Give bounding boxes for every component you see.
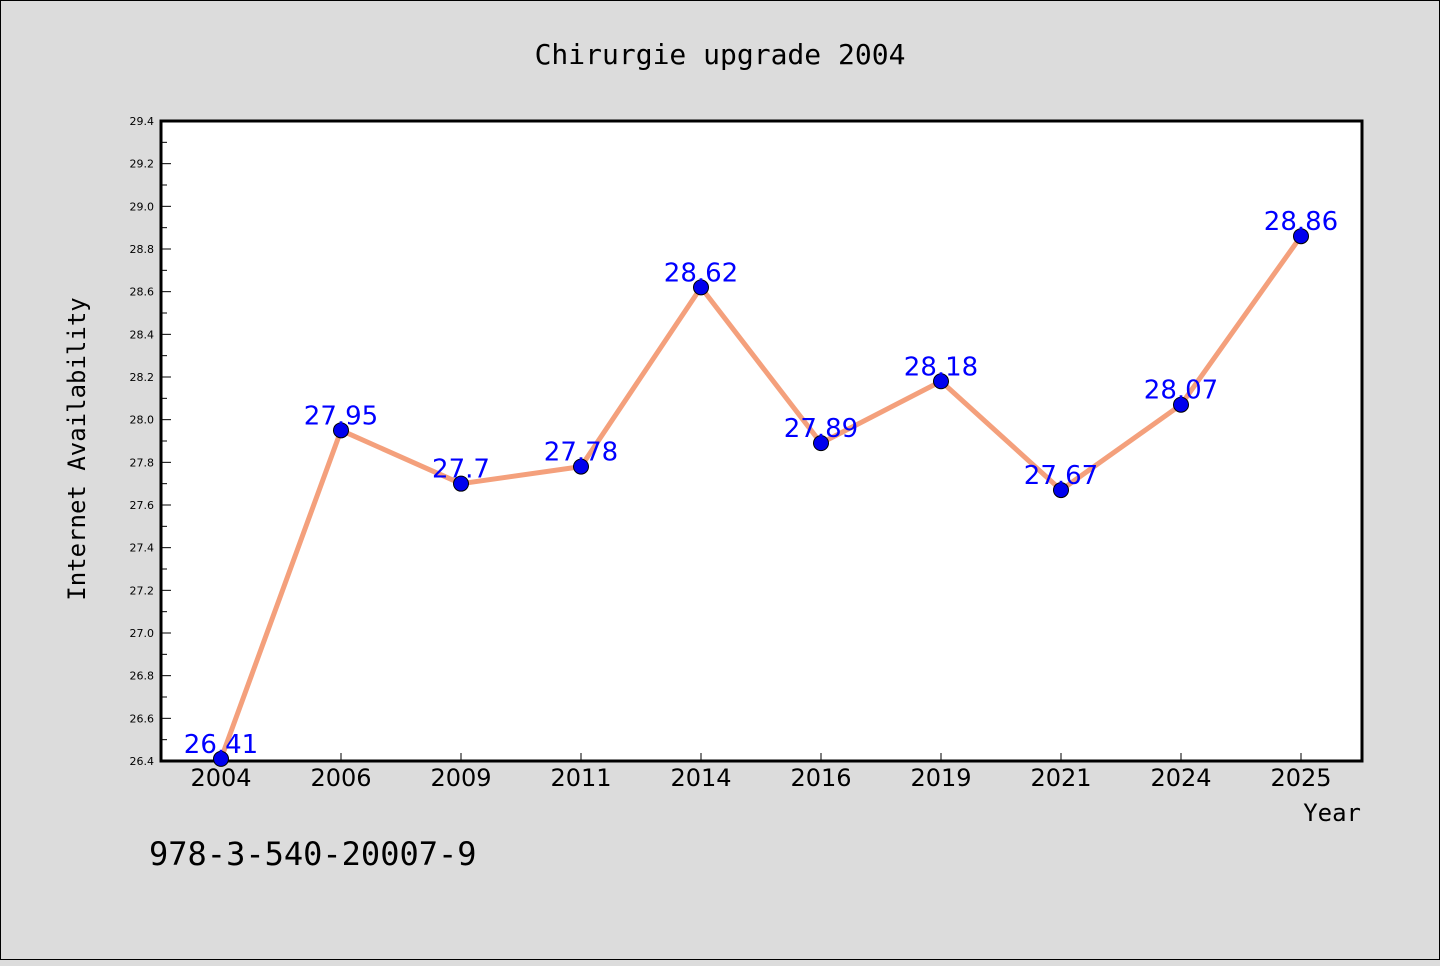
data-point xyxy=(1173,396,1189,413)
y-axis: 26.4 26.6 26.8 27.0 27.2 27.4 27.6 27.8 28.0 28.2… xyxy=(130,115,171,768)
x-tick-label: 2014 xyxy=(670,764,731,792)
series-line xyxy=(218,233,1304,762)
data-point xyxy=(1053,482,1069,499)
y-tick-label: 27.0 xyxy=(130,627,155,640)
y-tick-label: 27.8 xyxy=(130,456,155,469)
y-tick-label: 26.8 xyxy=(130,670,155,683)
data-point xyxy=(813,435,829,452)
y-tick-label: 29.4 xyxy=(130,115,155,128)
y-tick-label: 28.2 xyxy=(130,371,155,384)
x-tick-label: 2021 xyxy=(1030,764,1091,792)
x-axis-title: Year xyxy=(1303,799,1361,827)
data-label: 27.67 xyxy=(1024,461,1098,491)
data-label: 27.7 xyxy=(432,455,490,485)
y-tick-label: 29.0 xyxy=(130,200,155,213)
chart-title: Chirurgie upgrade 2004 xyxy=(535,38,906,71)
x-tick-label: 2004 xyxy=(190,764,251,792)
data-point xyxy=(333,422,349,439)
data-point xyxy=(933,373,949,390)
data-point xyxy=(213,750,229,767)
x-tick-label: 2024 xyxy=(1150,764,1211,792)
data-label: 27.78 xyxy=(544,438,618,468)
y-tick-label: 28.4 xyxy=(130,328,155,341)
y-tick-label: 29.2 xyxy=(130,158,155,171)
y-tick-label: 26.6 xyxy=(130,712,155,725)
x-tick-label: 2011 xyxy=(550,764,611,792)
data-point xyxy=(573,458,589,475)
x-axis: 2004 2006 2009 2011 2014 2016 2019 2021 2024 2025 xyxy=(190,753,1332,792)
y-tick-label: 28.0 xyxy=(130,414,155,427)
series-line-group xyxy=(213,228,1309,767)
data-label: 28.86 xyxy=(1264,207,1338,237)
x-tick-label: 2019 xyxy=(910,764,971,792)
data-label: 27.89 xyxy=(784,414,858,444)
data-label: 28.62 xyxy=(664,258,738,288)
x-tick-label: 2016 xyxy=(790,764,851,792)
data-label: 27.95 xyxy=(304,401,378,431)
data-point xyxy=(693,279,709,296)
y-axis-title: Internet Availability xyxy=(63,297,91,600)
data-label-group: 26.41 27.95 27.7 27.78 28.62 27.89 28.18 27.67 2… xyxy=(184,207,1338,760)
x-tick-label: 2025 xyxy=(1270,764,1331,792)
y-tick-label: 28.6 xyxy=(130,286,155,299)
data-point xyxy=(1293,228,1309,245)
data-label: 26.41 xyxy=(184,730,258,760)
y-tick-label: 27.4 xyxy=(130,542,155,555)
x-tick-label: 2009 xyxy=(430,764,491,792)
data-point xyxy=(453,475,469,492)
footnote-isbn: 978-3-540-20007-9 xyxy=(149,835,477,873)
y-tick-label: 27.6 xyxy=(130,499,155,512)
y-tick-label: 27.2 xyxy=(130,584,155,597)
plot-area xyxy=(159,119,1364,763)
x-tick-label: 2006 xyxy=(310,764,371,792)
y-tick-label: 26.4 xyxy=(130,755,155,768)
data-label: 28.07 xyxy=(1144,376,1218,406)
data-label: 28.18 xyxy=(904,352,978,382)
y-tick-label: 28.8 xyxy=(130,243,155,256)
